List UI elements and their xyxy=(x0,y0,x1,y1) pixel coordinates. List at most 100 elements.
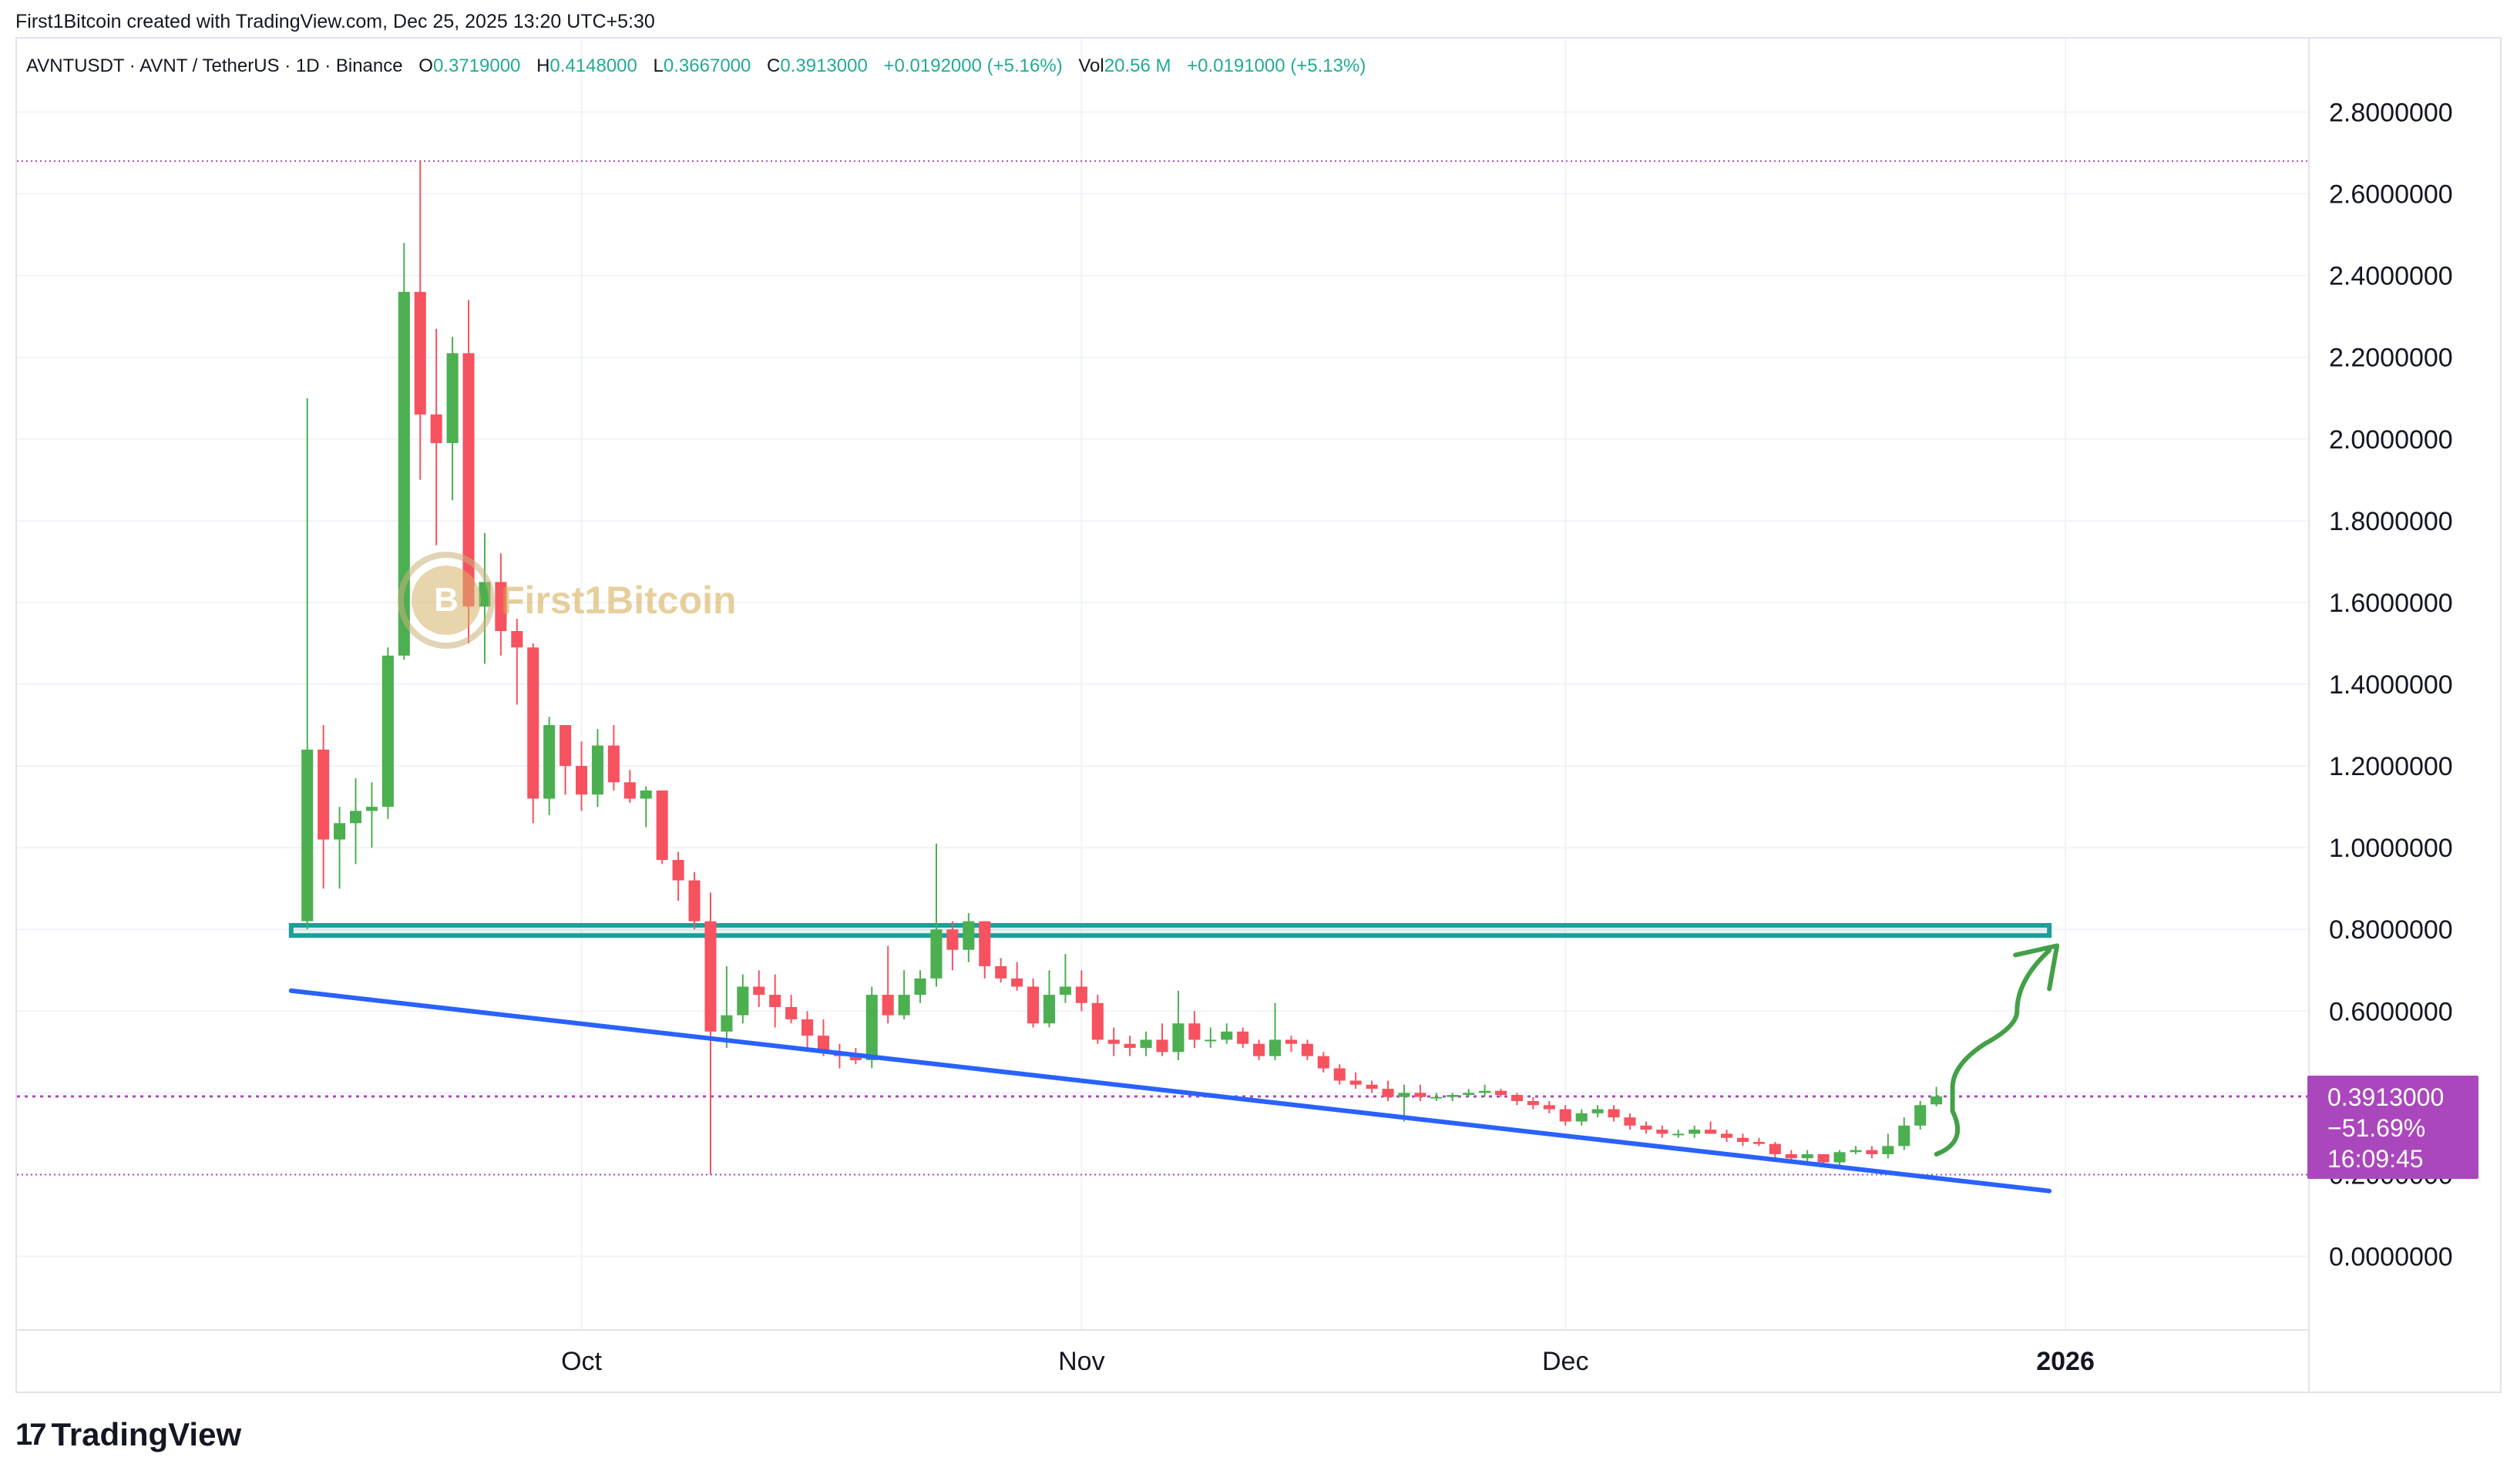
candle-up xyxy=(1479,1084,1491,1097)
candle-up xyxy=(1205,1027,1217,1049)
candle-body xyxy=(543,725,556,799)
candle-down xyxy=(623,770,636,803)
high-value: 0.4148000 xyxy=(549,55,637,76)
projection-arrow-path xyxy=(1934,948,2052,1157)
candle-body xyxy=(576,766,588,795)
time-tick-label: Nov xyxy=(1058,1347,1104,1376)
candle-down xyxy=(979,921,991,979)
candle-down xyxy=(1188,1011,1201,1049)
price-change-percent: −51.69% xyxy=(2327,1114,2426,1142)
symbol-legend[interactable]: AVNTUSDT · AVNT / TetherUS · 1D · Binanc… xyxy=(26,55,1366,77)
candle-body xyxy=(946,929,959,950)
candle-body xyxy=(623,782,636,799)
candle-body xyxy=(527,647,539,799)
candle-down xyxy=(833,1043,845,1069)
tradingview-logo[interactable]: 17 TradingView xyxy=(15,1416,241,1453)
candle-body xyxy=(1059,986,1071,995)
candle-body xyxy=(1463,1093,1475,1096)
candle-body xyxy=(1479,1090,1491,1093)
candle-down xyxy=(656,790,668,865)
candle-down xyxy=(495,553,507,656)
current-price: 0.3913000 xyxy=(2327,1083,2445,1111)
bar-countdown: 16:09:45 xyxy=(2327,1145,2424,1173)
candle-up xyxy=(1833,1150,1846,1167)
candle-up xyxy=(349,777,362,865)
low-value: 0.3667000 xyxy=(663,55,751,76)
candle-body xyxy=(1156,1039,1168,1053)
coin-letter: B xyxy=(412,566,481,635)
candle-body xyxy=(801,1019,814,1036)
candle-body xyxy=(495,582,507,632)
candle-up xyxy=(1463,1089,1475,1097)
candle-body xyxy=(656,790,668,861)
candle-down xyxy=(1317,1052,1329,1073)
candle-down xyxy=(688,871,701,930)
candle-down xyxy=(1656,1125,1668,1138)
candle-body xyxy=(817,1036,830,1053)
candle-body xyxy=(963,921,975,950)
candle-body xyxy=(1931,1096,1943,1105)
candle-down xyxy=(995,958,1007,983)
candle-body xyxy=(1705,1130,1717,1134)
time-tick-label: 2026 xyxy=(2036,1347,2095,1376)
candle-down xyxy=(1543,1100,1555,1113)
vol-change-value: +0.0191000 (+5.13%) xyxy=(1187,55,1366,76)
candle-body xyxy=(462,353,475,607)
candle-body xyxy=(381,655,394,807)
candle-up xyxy=(1059,954,1071,1003)
candle-up xyxy=(1430,1093,1443,1101)
tradingview-mark-icon: 17 xyxy=(15,1417,46,1452)
candle-up xyxy=(365,782,378,848)
candle-body xyxy=(898,995,910,1016)
candle-body xyxy=(1430,1096,1443,1099)
price-tick-label: 1.2000000 xyxy=(2329,752,2453,781)
candle-body xyxy=(1656,1130,1668,1134)
candle-body xyxy=(365,807,378,811)
candle-body xyxy=(1140,1039,1152,1049)
candle-down xyxy=(1721,1130,1733,1143)
candle-down xyxy=(1414,1084,1427,1101)
candle-down xyxy=(511,619,523,705)
candle-down xyxy=(1301,1039,1313,1060)
candle-body xyxy=(1575,1113,1588,1122)
candle-body xyxy=(849,1056,862,1060)
candle-body xyxy=(769,995,781,1007)
tradingview-wordmark: TradingView xyxy=(51,1416,242,1452)
horizontal-levels xyxy=(17,160,2307,1176)
candle-body xyxy=(1027,986,1040,1024)
candle-body xyxy=(865,995,878,1060)
candle-down xyxy=(1253,1039,1265,1060)
candle-body xyxy=(1882,1146,1894,1154)
candle-down xyxy=(946,921,959,971)
watermark-text: First1Bitcoin xyxy=(501,579,737,622)
projection-arrow xyxy=(1934,943,2060,1157)
candle-up xyxy=(1269,1002,1282,1060)
candle-down xyxy=(1091,995,1104,1044)
price-tick-label: 2.2000000 xyxy=(2329,344,2453,373)
close-label: C xyxy=(767,55,781,76)
candle-body xyxy=(1494,1090,1507,1096)
candle-down xyxy=(672,851,684,901)
candle-body xyxy=(640,790,652,799)
candle-down xyxy=(769,974,781,1028)
candle-up xyxy=(1140,1031,1152,1056)
current-price-tag: 0.3913000 −51.69% 16:09:45 xyxy=(2307,1076,2478,1179)
candle-body xyxy=(1285,1039,1297,1044)
time-tick-label: Dec xyxy=(1542,1347,1588,1376)
candle-body xyxy=(334,823,346,840)
candle-body xyxy=(1833,1152,1846,1163)
candle-down xyxy=(1752,1137,1765,1147)
candle-body xyxy=(1349,1080,1362,1085)
candles xyxy=(301,161,1943,1175)
candle-down xyxy=(1011,962,1023,991)
candle-up xyxy=(1882,1133,1894,1159)
chart-frame xyxy=(15,37,2502,1393)
candle-down xyxy=(1866,1146,1878,1159)
candle-body xyxy=(1043,995,1056,1024)
candle-down xyxy=(1736,1133,1749,1147)
candle-body xyxy=(1640,1125,1652,1130)
candle-down xyxy=(1705,1121,1717,1134)
candle-up xyxy=(914,970,926,1003)
candle-body xyxy=(318,749,330,840)
